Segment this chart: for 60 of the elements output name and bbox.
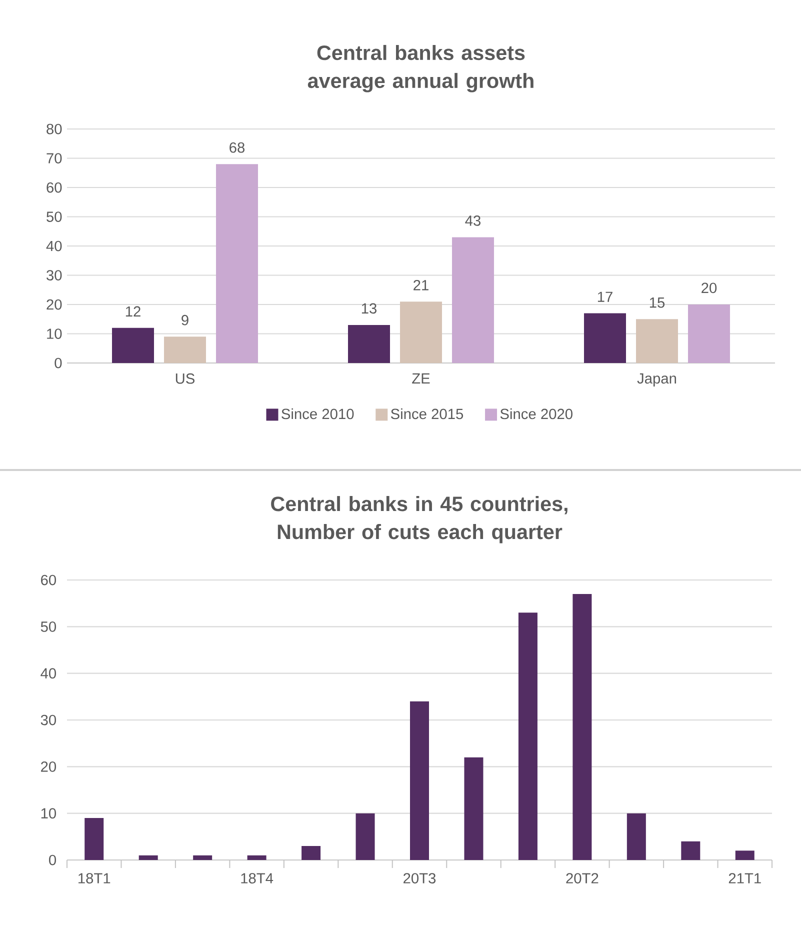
data-label: 15 (650, 298, 665, 308)
bar (735, 850, 754, 860)
y-tick-label: 20 (46, 299, 62, 310)
y-tick-label: 10 (47, 328, 62, 339)
y-tick-label: 50 (40, 621, 56, 632)
y-tick-label: 70 (46, 153, 62, 164)
legend-label: Since 2020 (500, 408, 572, 420)
data-label: 43 (465, 215, 481, 226)
y-tick-label: 30 (46, 270, 62, 280)
bar (452, 237, 494, 363)
data-label: 12 (126, 306, 140, 317)
bar (164, 336, 206, 363)
y-tick-label: 80 (46, 124, 62, 134)
y-tick-label: 40 (46, 240, 62, 252)
bar (216, 164, 258, 363)
y-tick-label: 0 (54, 358, 62, 368)
bar (518, 612, 538, 860)
x-tick-label: Japan (637, 373, 676, 387)
data-label: 68 (230, 142, 245, 153)
bar (636, 319, 678, 363)
x-tick-label: 18T4 (241, 873, 274, 884)
bar (584, 313, 626, 363)
y-tick-label: 60 (41, 574, 56, 586)
y-tick-label: 40 (40, 668, 56, 679)
bar (410, 701, 429, 860)
x-tick-label: ZE (412, 373, 430, 384)
bar (688, 304, 730, 363)
bar (681, 841, 700, 860)
chart-title: Central banks assets average annual growth (308, 44, 534, 92)
bar (348, 324, 390, 363)
bar (84, 818, 104, 860)
data-label: 9 (182, 314, 188, 326)
bar (302, 846, 321, 860)
bar (400, 302, 442, 363)
bar (193, 855, 212, 860)
y-tick-label: 60 (46, 182, 62, 193)
legend-label: Since 2015 (390, 408, 464, 420)
y-tick-label: 30 (40, 714, 56, 726)
y-tick-label: 10 (41, 808, 56, 819)
y-tick-label: 20 (41, 761, 56, 772)
data-label: 17 (598, 292, 612, 302)
x-tick-label: 20T3 (404, 873, 436, 884)
bar (247, 855, 266, 860)
x-tick-label: 18T1 (78, 873, 110, 884)
data-label: 13 (362, 303, 377, 314)
bar (356, 813, 375, 860)
bar (464, 757, 484, 860)
y-tick-label: 0 (49, 854, 56, 866)
x-tick-label: US (176, 373, 194, 384)
y-tick-label: 50 (46, 212, 62, 222)
legend-label: Since 2010 (282, 408, 354, 420)
bar (112, 328, 154, 363)
x-tick-label: 20T2 (566, 873, 598, 884)
data-label: 20 (702, 282, 717, 294)
chart-title: Central banks in 45 countries, Number of cuts each quarter (271, 496, 568, 544)
data-label: 21 (414, 280, 428, 290)
x-tick-label: 21T1 (728, 873, 761, 884)
bar (572, 594, 592, 860)
bar (138, 855, 158, 860)
bar (626, 813, 646, 860)
